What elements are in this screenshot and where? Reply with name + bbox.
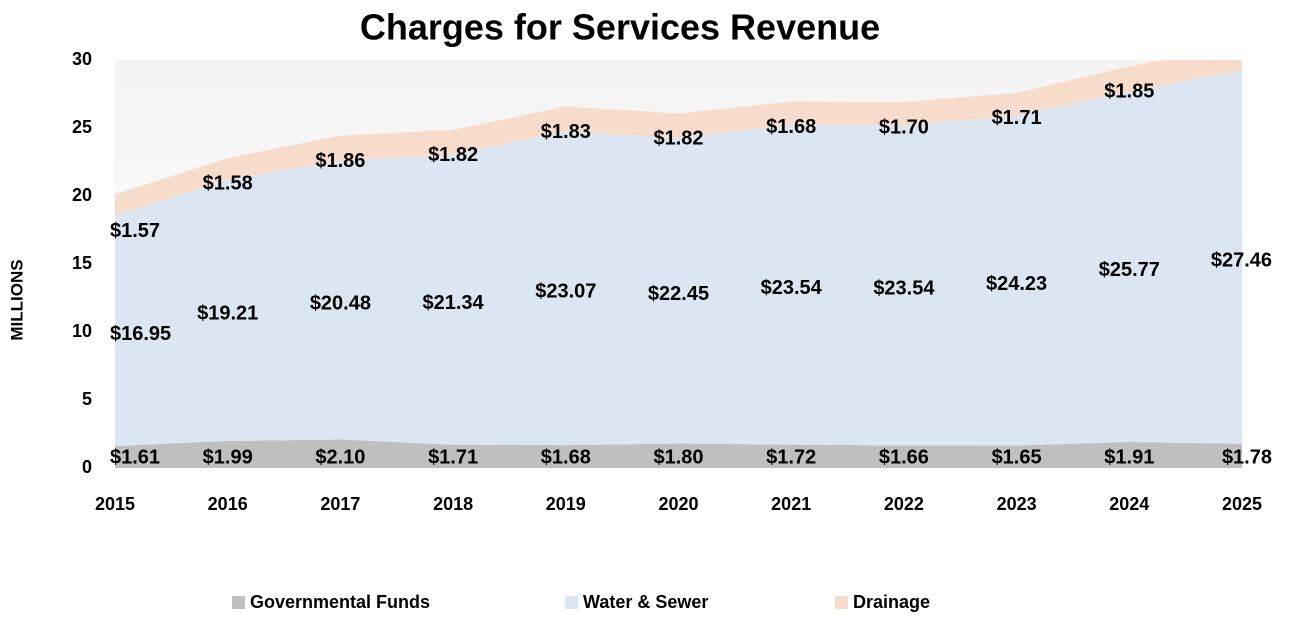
chart-title: Charges for Services Revenue <box>360 7 880 48</box>
data-label: $23.54 <box>873 278 935 300</box>
x-tick-label: 2017 <box>320 494 360 514</box>
data-label: $1.71 <box>992 107 1042 129</box>
y-tick-label: 0 <box>82 457 92 477</box>
y-axis-label: MILLIONS <box>7 259 26 340</box>
data-label: $24.23 <box>986 273 1047 295</box>
x-tick-label: 2018 <box>433 494 473 514</box>
data-label: $1.57 <box>110 220 160 242</box>
data-label: $27.46 <box>1211 249 1272 271</box>
area <box>115 70 1242 447</box>
data-label: $1.68 <box>541 446 591 468</box>
data-label: $1.80 <box>653 446 703 468</box>
data-label: $1.85 <box>1104 81 1154 103</box>
y-tick-label: 20 <box>72 185 92 205</box>
data-label: $1.82 <box>428 144 478 166</box>
data-label: $25.77 <box>1099 259 1160 281</box>
x-tick-label: 2016 <box>208 494 248 514</box>
data-label: $20.48 <box>310 292 371 314</box>
area <box>115 439 1242 468</box>
legend-swatch <box>232 596 245 609</box>
y-tick-label: 30 <box>72 49 92 69</box>
x-tick-label: 2025 <box>1222 494 1262 514</box>
data-label: $19.21 <box>197 303 258 325</box>
legend-swatch <box>835 596 848 609</box>
data-label: $16.95 <box>110 323 171 345</box>
data-label: $1.78 <box>1222 446 1272 468</box>
y-tick-label: 25 <box>72 117 92 137</box>
data-label: $1.65 <box>992 446 1042 468</box>
data-label: $1.71 <box>428 446 478 468</box>
data-label: $1.86 <box>315 150 365 172</box>
area <box>115 60 1242 216</box>
legend-label: Water & Sewer <box>583 592 708 612</box>
legend-label: Governmental Funds <box>250 592 430 612</box>
data-label: $23.07 <box>535 281 596 303</box>
data-label: $1.61 <box>110 446 160 468</box>
data-label: $1.58 <box>203 172 253 194</box>
x-tick-label: 2020 <box>658 494 698 514</box>
data-label: $22.45 <box>648 283 709 305</box>
x-tick-label: 2015 <box>95 494 135 514</box>
y-tick-label: 10 <box>72 321 92 341</box>
data-label: $1.83 <box>541 121 591 143</box>
data-label: $21.34 <box>423 292 485 314</box>
x-tick-label: 2019 <box>546 494 586 514</box>
data-label: $23.54 <box>761 277 823 299</box>
data-label: $1.68 <box>766 116 816 138</box>
x-tick-label: 2024 <box>1109 494 1149 514</box>
legend-swatch <box>565 596 578 609</box>
data-label: $2.10 <box>315 446 365 468</box>
x-tick-label: 2021 <box>771 494 811 514</box>
data-label: $1.99 <box>203 446 253 468</box>
x-tick-label: 2022 <box>884 494 924 514</box>
data-label: $1.91 <box>1104 446 1154 468</box>
data-label: $1.70 <box>879 116 929 138</box>
x-tick-label: 2023 <box>997 494 1037 514</box>
areas <box>115 60 1242 468</box>
data-label: $1.72 <box>766 446 816 468</box>
y-tick-label: 15 <box>72 253 92 273</box>
legend-label: Drainage <box>853 592 930 612</box>
y-tick-label: 5 <box>82 389 92 409</box>
data-label: $1.66 <box>879 446 929 468</box>
data-label: $1.82 <box>653 128 703 150</box>
